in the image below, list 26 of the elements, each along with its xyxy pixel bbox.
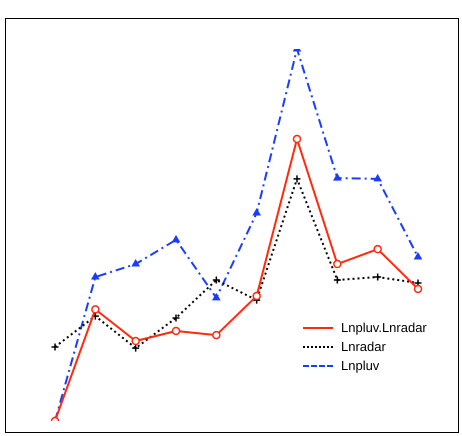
point [50, 342, 60, 352]
point [292, 174, 302, 184]
point [132, 260, 140, 267]
legend-label: Lnpluv [341, 357, 380, 375]
legend-label: Lnradar [341, 338, 386, 356]
point [212, 294, 220, 300]
point [373, 272, 382, 282]
point [414, 252, 422, 260]
point [131, 336, 140, 346]
point [172, 314, 180, 322]
point [92, 272, 100, 280]
point [414, 284, 422, 294]
point [172, 236, 180, 242]
legend-label: Lnpluv.Lnradar [341, 319, 427, 337]
point [252, 292, 261, 300]
point [333, 276, 342, 284]
point [374, 174, 382, 182]
point [333, 260, 342, 268]
point [292, 134, 302, 144]
point [212, 276, 221, 284]
point [373, 244, 382, 254]
point [172, 326, 180, 336]
point [334, 174, 342, 181]
point [91, 305, 100, 314]
point [212, 330, 221, 340]
point [252, 208, 260, 216]
